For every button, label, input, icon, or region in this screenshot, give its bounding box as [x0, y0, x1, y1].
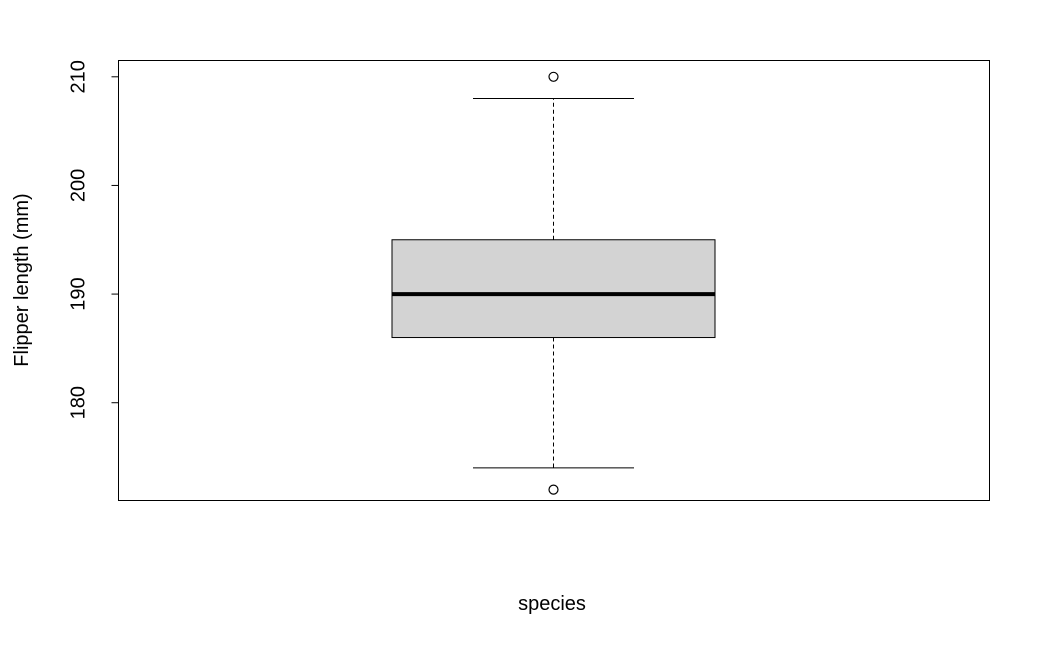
box-group: [391, 71, 716, 495]
outlier-point: [548, 484, 559, 495]
y-tick-label: 210: [68, 60, 90, 93]
y-tick-label: 200: [68, 169, 90, 202]
y-axis-label: Flipper length (mm): [11, 193, 33, 366]
outlier-point: [548, 71, 559, 82]
y-axis: 180 190 200 210: [68, 60, 119, 419]
x-axis-label: species: [518, 593, 586, 615]
iqr-box: [391, 239, 716, 339]
y-tick-label: 180: [68, 386, 90, 419]
y-tick-label: 190: [68, 277, 90, 310]
